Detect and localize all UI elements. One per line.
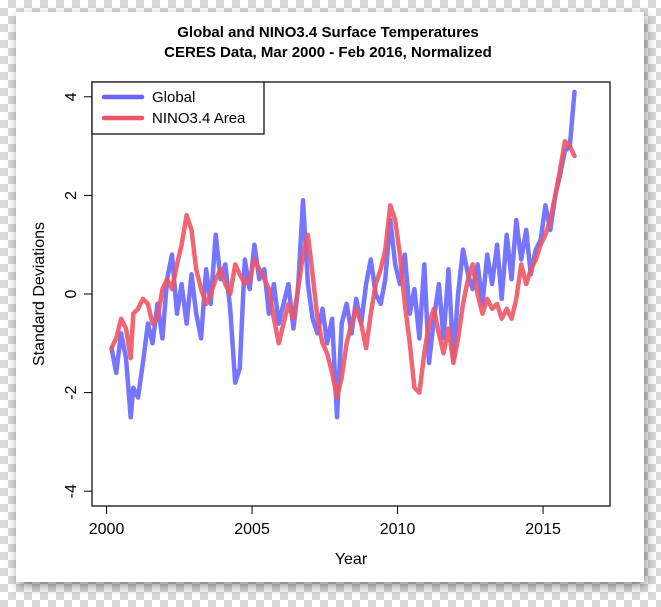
y-axis-label: Standard Deviations — [31, 222, 48, 366]
chart-card: Global and NINO3.4 Surface Temperatures … — [16, 12, 644, 582]
series-line-nino34 — [109, 138, 577, 400]
y-tick-label: 2 — [63, 191, 80, 200]
y-tick-label: -2 — [63, 385, 80, 399]
y-tick-label: 4 — [63, 92, 80, 101]
legend-label-nino34: NINO3.4 Area — [152, 110, 246, 127]
x-tick-label: 2010 — [380, 521, 416, 538]
y-tick-label: -4 — [63, 484, 80, 498]
chart-title: Global and NINO3.4 Surface Temperatures — [177, 24, 478, 41]
legend: Global NINO3.4 Area — [91, 81, 265, 135]
x-axis-ticks: 2000 2005 2010 2015 — [89, 505, 561, 538]
chart-subtitle: CERES Data, Mar 2000 - Feb 2016, Normali… — [164, 44, 492, 61]
series-line-global — [109, 89, 577, 420]
chart-svg: Global and NINO3.4 Surface Temperatures … — [31, 24, 611, 568]
x-tick-label: 2005 — [234, 521, 270, 538]
legend-label-global: Global — [152, 89, 195, 106]
x-tick-label: 2015 — [525, 521, 561, 538]
y-axis-ticks: -4 -2 0 2 4 — [63, 92, 93, 498]
y-tick-label: 0 — [63, 289, 80, 298]
legend-box — [91, 81, 265, 135]
x-axis-label: Year — [335, 551, 368, 568]
series-layer — [109, 89, 577, 420]
plot-frame — [91, 81, 611, 507]
x-tick-label: 2000 — [89, 521, 125, 538]
